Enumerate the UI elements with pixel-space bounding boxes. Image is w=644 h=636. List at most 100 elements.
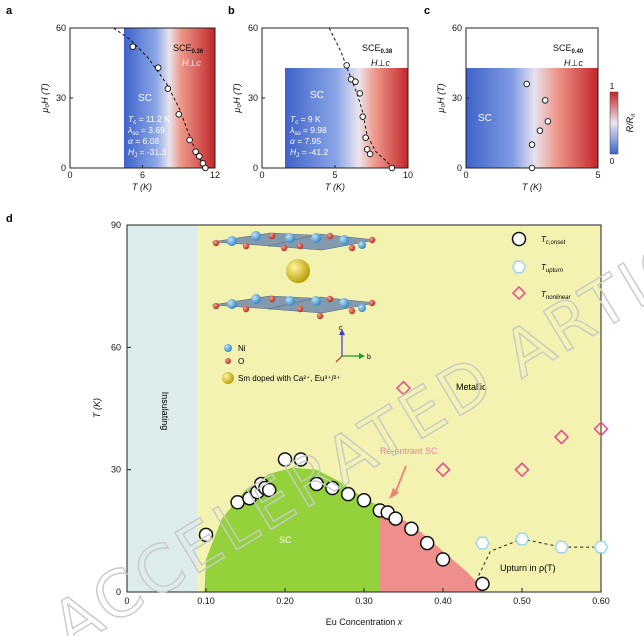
sample-tag: SCE0.38 (362, 43, 393, 55)
axis-ticks: 0 6 12 0 30 60 (56, 23, 220, 180)
insulating-region (127, 225, 197, 592)
upturn-label: Upturn in ρ(T) (500, 563, 556, 573)
fit-parameter: α = 6.08 (128, 136, 159, 146)
sc-label: SC (138, 93, 152, 104)
tc-onset-point (325, 480, 340, 496)
legend-upturn-marker (511, 260, 527, 274)
y-tick-label: 30 (56, 93, 66, 103)
data-point (528, 164, 536, 172)
data-points (343, 62, 396, 172)
data-point (343, 62, 350, 69)
tc-onset-point (198, 527, 214, 543)
t-nonlinear-point (593, 421, 609, 437)
y-tick-label: 60 (248, 23, 258, 33)
colorbar-max: 1 (610, 82, 615, 91)
x-tick-label: 0 (67, 170, 72, 180)
data-points (523, 80, 552, 172)
y-tick-label: 0 (457, 163, 462, 173)
data-point (359, 113, 366, 120)
tc-onset-point (277, 452, 293, 467)
tc-onset-point (419, 535, 435, 551)
t-upturn-point (514, 532, 530, 546)
x-axis-label: T (K) (522, 182, 542, 192)
y-tick-label: 90 (111, 220, 121, 230)
data-point (196, 153, 203, 160)
y-tick-label: 30 (248, 93, 258, 103)
tc-onset-point (388, 511, 403, 526)
data-point (366, 150, 374, 158)
legend: Tc,onset Tupturn Tnonlinear (511, 231, 572, 301)
x-tick-label: 0.10 (197, 596, 215, 606)
legend-sm: Sm doped with Ca²⁺, Eu³⁺/²⁺ (238, 374, 340, 383)
fit-parameter: HJ = -41.2 (290, 147, 328, 159)
data-point (541, 97, 549, 104)
data-point (388, 164, 396, 172)
legend-nonlinear: Tnonlinear (541, 290, 572, 301)
legend-upturn: Tupturn (541, 263, 564, 274)
tc-onset-point (404, 521, 419, 537)
data-point (363, 146, 371, 153)
x-tick-label: 0.50 (513, 596, 531, 606)
o-atom-icon (225, 358, 231, 364)
x-tick-label: 5 (595, 170, 600, 180)
svg-text:c: c (339, 325, 343, 332)
fit-parameter: Tc = 11.2 K (128, 114, 170, 126)
metallic-label: Metallic (456, 382, 487, 392)
axes-triad-icon: c b (335, 325, 371, 363)
field-orientation: H⊥c (371, 58, 390, 68)
y-tick-label: 60 (111, 342, 121, 352)
legend-o: O (238, 357, 244, 366)
fit-parameter: HJ = -31.3 (128, 147, 166, 159)
panel-letter: d (6, 213, 13, 225)
x-tick-label: 5 (332, 170, 337, 180)
legend-onset: Tc,onset (541, 235, 566, 246)
tc-onset-point (340, 486, 356, 502)
sample-tag: SCE0.40 (553, 43, 584, 55)
axis-ticks: 0 5 0 30 60 (452, 23, 601, 180)
y-tick-label: 30 (111, 465, 121, 475)
heatmap-region (466, 68, 598, 168)
tc-onset-point (435, 552, 451, 567)
y-axis-label: μ₀H (T) (40, 83, 50, 113)
x-tick-label: 0.20 (276, 596, 294, 606)
fit-curve (328, 27, 394, 169)
field-orientation: H⊥c (564, 58, 583, 68)
insulating-label: Insulating (160, 392, 170, 431)
data-point (154, 64, 162, 71)
sc-label: SC (478, 113, 492, 124)
y-tick-label: 30 (452, 93, 462, 103)
t-nonlinear-point (435, 462, 451, 478)
data-points (129, 43, 209, 172)
data-point (362, 134, 369, 141)
t-upturn-point (475, 536, 490, 550)
series-t-nonlinear (395, 380, 609, 478)
y-tick-label: 60 (452, 23, 462, 33)
reentrant-arrowhead (389, 488, 399, 499)
data-point (356, 90, 364, 97)
sc-region-label: SC (279, 535, 292, 545)
x-tick-label: 12 (210, 170, 220, 180)
fit-parameter: λso = 9.98 (289, 125, 327, 137)
x-tick-label: 0.40 (434, 596, 452, 606)
x-tick-label: 10 (403, 170, 413, 180)
series-t-upturn (475, 532, 609, 554)
data-point (352, 78, 359, 85)
y-tick-label: 60 (56, 23, 66, 33)
legend-onset-marker (511, 231, 527, 247)
heatmap-region (124, 28, 215, 168)
colorbar-min: 0 (610, 157, 615, 166)
x-axis-label: Eu Concentration x (326, 617, 403, 627)
series-tc-onset (198, 452, 490, 592)
t-upturn-point (554, 540, 569, 554)
axis-ticks: 0 5 10 0 30 60 (248, 23, 413, 180)
y-tick-label: 0 (116, 587, 121, 597)
x-tick-label: 0.30 (355, 596, 373, 606)
x-tick-label: 6 (140, 170, 145, 180)
crystal-structure-icon (211, 231, 377, 320)
data-point (202, 164, 209, 172)
panel-letter: c (424, 5, 430, 17)
data-point (164, 85, 172, 92)
ni-atom-icon (224, 344, 232, 352)
